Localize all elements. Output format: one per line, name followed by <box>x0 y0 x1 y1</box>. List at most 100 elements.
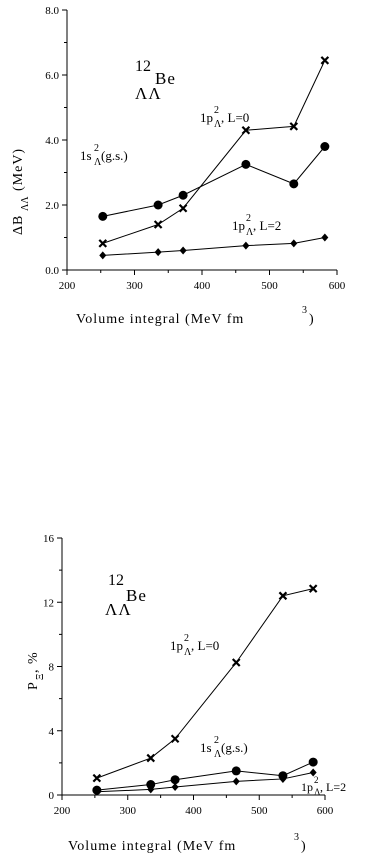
svg-text:ΛΛ: ΛΛ <box>20 196 31 211</box>
data-point-diamond <box>93 787 101 796</box>
data-point-circle <box>178 190 188 200</box>
x-tick-label: 300 <box>126 280 143 292</box>
data-point-diamond <box>147 785 155 794</box>
svg-text:Volume integral (MeV fm: Volume integral (MeV fm <box>68 839 236 854</box>
y-tick-label: 4.0 <box>45 135 59 147</box>
y-axis-title: P Ξ , % <box>26 651 46 690</box>
svg-text:, %: , % <box>26 651 41 673</box>
svg-text:1p: 1p <box>170 638 183 653</box>
svg-text:ΔB: ΔB <box>11 215 26 235</box>
x-axis-title: Volume integral (MeV fm 3 ) <box>68 832 307 854</box>
series-line-diamond <box>96 772 314 793</box>
label-l0: 1p 2 Λ , L=0 <box>170 633 219 658</box>
svg-text:P: P <box>26 681 41 690</box>
data-point-x <box>170 734 180 744</box>
svg-text:(g.s.): (g.s.) <box>101 148 128 163</box>
svg-text:1p: 1p <box>301 780 313 794</box>
data-point-diamond <box>171 782 179 791</box>
data-point-circle <box>146 780 156 790</box>
y-tick-label: 8 <box>49 662 55 674</box>
svg-text:1p: 1p <box>200 110 213 125</box>
series-line-diamond <box>102 237 325 256</box>
svg-text:Ξ: Ξ <box>35 674 46 680</box>
data-point-x <box>278 591 288 601</box>
series-line-circle <box>96 761 314 791</box>
y-axis-title: ΔB ΛΛ (MeV) <box>11 148 31 235</box>
x-tick-label: 600 <box>329 280 346 292</box>
svg-text:): ) <box>301 839 307 854</box>
data-point-diamond <box>154 248 162 257</box>
x-tick-label: 600 <box>317 805 334 817</box>
x-tick-label: 200 <box>59 280 76 292</box>
data-point-circle <box>98 211 108 221</box>
y-tick-label: 12 <box>43 597 54 609</box>
svg-text:Λ: Λ <box>184 647 192 658</box>
svg-text:2: 2 <box>214 735 219 746</box>
y-tick-label: 0 <box>49 790 55 802</box>
svg-text:2: 2 <box>314 775 319 785</box>
data-point-diamond <box>279 774 287 783</box>
data-point-x <box>146 753 156 763</box>
label-gs: 1s 2 Λ (g.s.) <box>80 143 128 168</box>
data-point-x <box>98 239 108 248</box>
data-point-circle <box>320 142 330 151</box>
data-point-circle <box>289 179 299 189</box>
data-point-circle <box>241 159 251 169</box>
svg-text:, L=0: , L=0 <box>191 638 219 653</box>
x-tick-label: 400 <box>185 805 202 817</box>
svg-text:3: 3 <box>302 305 307 316</box>
data-point-circle <box>231 766 241 776</box>
data-point-x <box>289 122 299 131</box>
svg-text:1s: 1s <box>80 148 92 163</box>
svg-text:1s: 1s <box>200 740 212 755</box>
svg-text:2: 2 <box>184 633 189 644</box>
x-tick-label: 500 <box>261 280 278 292</box>
svg-text:Λ: Λ <box>314 787 321 797</box>
svg-text:Λ: Λ <box>214 119 222 130</box>
svg-text:, L=0: , L=0 <box>221 110 249 125</box>
label-gs: 1s 2 Λ (g.s.) <box>200 735 248 760</box>
svg-text:): ) <box>309 312 315 327</box>
svg-text:Λ: Λ <box>94 157 102 168</box>
x-tick-label: 500 <box>251 805 268 817</box>
series-line-x <box>96 588 314 779</box>
y-tick-label: 8.0 <box>45 5 59 17</box>
svg-text:2: 2 <box>214 105 219 116</box>
data-point-diamond <box>99 251 107 260</box>
nucleus-symbol: Be <box>126 586 147 605</box>
label-l2: 1p 2 Λ , L=2 <box>232 213 281 238</box>
data-point-diamond <box>321 233 329 242</box>
svg-text:3: 3 <box>294 832 299 843</box>
series-line-x <box>102 60 326 244</box>
label-l0: 1p 2 Λ , L=0 <box>200 105 249 130</box>
series-line-circle <box>102 146 326 217</box>
data-point-diamond <box>232 777 240 786</box>
svg-text:, L=2: , L=2 <box>320 780 346 794</box>
nucleus-symbol: Be <box>155 69 176 88</box>
data-point-circle <box>308 757 318 767</box>
data-point-x <box>241 125 251 135</box>
svg-text:1p: 1p <box>232 218 245 233</box>
data-point-x <box>231 658 241 667</box>
data-point-circle <box>170 775 180 785</box>
nucleus-sub: ΛΛ <box>105 600 132 619</box>
nucleus-mass: 12 <box>108 572 124 589</box>
svg-text:Volume integral (MeV fm: Volume integral (MeV fm <box>76 312 244 327</box>
y-tick-label: 2.0 <box>45 200 59 212</box>
data-point-diamond <box>242 241 250 250</box>
data-point-circle <box>153 200 163 210</box>
svg-text:2: 2 <box>94 143 99 154</box>
data-point-diamond <box>290 239 298 248</box>
data-point-x <box>320 56 330 65</box>
x-tick-label: 400 <box>194 280 211 292</box>
svg-text:Λ: Λ <box>214 749 222 760</box>
svg-text:(MeV): (MeV) <box>11 148 26 191</box>
x-axis-title: Volume integral (MeV fm 3 ) <box>76 305 315 327</box>
data-point-diamond <box>309 768 317 777</box>
y-tick-label: 4 <box>49 726 55 738</box>
nucleus-sub: ΛΛ <box>135 84 162 103</box>
data-point-x <box>308 584 318 593</box>
